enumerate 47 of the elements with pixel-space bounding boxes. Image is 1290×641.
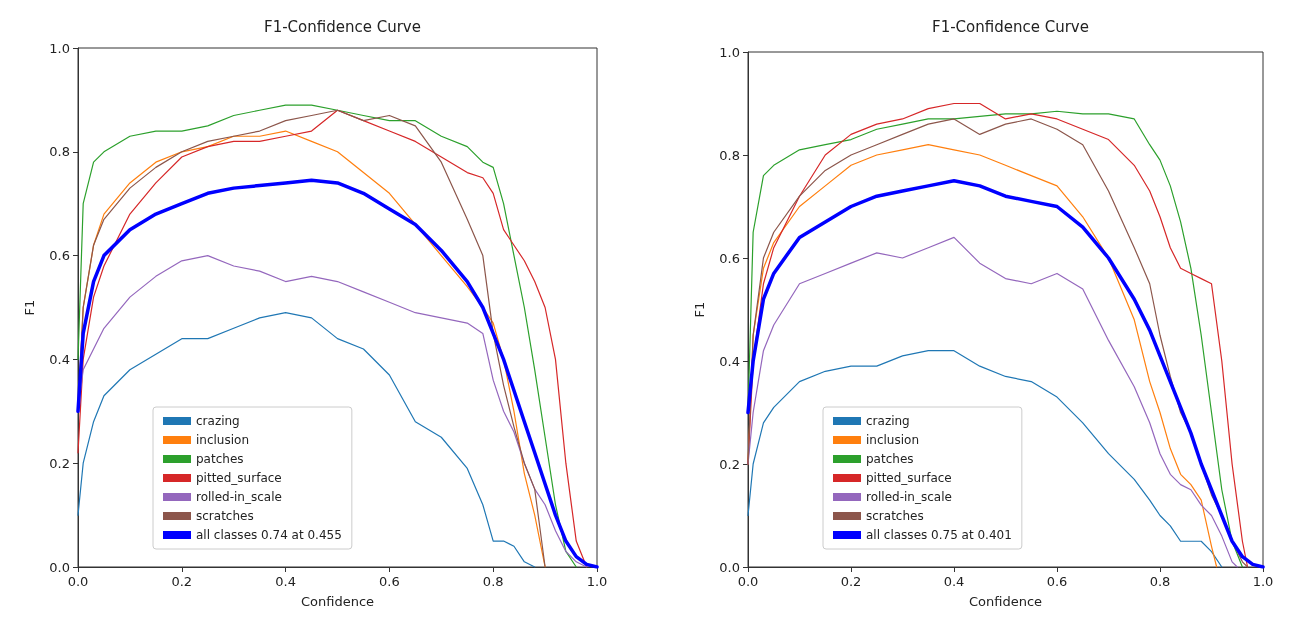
line-series <box>747 350 1223 568</box>
y-axis-title: F1 <box>22 299 37 316</box>
y-tick-label: 0.2 <box>719 456 740 472</box>
y-tick-label: 0.0 <box>719 559 740 575</box>
x-tick-label: 0.2 <box>840 574 862 589</box>
legend-label: crazing <box>196 414 240 428</box>
x-tick-label: 1.0 <box>586 574 608 589</box>
y-tick-label: 0.0 <box>49 559 70 575</box>
x-tick-label: 0.8 <box>1149 574 1171 589</box>
y-tick-label: 0.2 <box>49 455 70 471</box>
legend-label: rolled-in_scale <box>866 490 952 504</box>
legend-label: pitted_surface <box>866 471 952 485</box>
y-tick-label: 0.4 <box>719 353 740 369</box>
y-tick-label: 0.4 <box>49 351 70 367</box>
y-tick-label: 0.6 <box>49 248 70 264</box>
legend-label: pitted_surface <box>196 471 282 485</box>
chart-title: F1-Confidence Curve <box>264 17 421 36</box>
legend-label: patches <box>866 452 914 466</box>
x-tick-label: 1.0 <box>1252 574 1274 589</box>
x-tick-label: 0.4 <box>943 574 965 589</box>
legend-label: inclusion <box>196 433 250 447</box>
x-tick-label: 0.0 <box>67 574 89 589</box>
x-tick-label: 0.0 <box>737 574 759 589</box>
y-tick-label: 0.8 <box>49 144 70 160</box>
x-tick-label: 0.8 <box>482 574 504 589</box>
legend-label: crazing <box>866 414 910 428</box>
y-tick-label: 1.0 <box>49 40 70 56</box>
y-tick-label: 0.6 <box>719 250 740 266</box>
x-axis-title: Confidence <box>300 594 375 609</box>
line-series <box>747 236 1238 568</box>
legend-label: scratches <box>866 509 924 523</box>
x-axis-title: Confidence <box>968 594 1043 609</box>
y-axis-title: F1 <box>692 301 707 318</box>
x-tick-label: 0.2 <box>171 574 193 589</box>
legend-label: all classes 0.74 at 0.455 <box>196 528 342 542</box>
x-tick-label: 0.6 <box>1046 574 1068 589</box>
chart-title: F1-Confidence Curve <box>932 17 1089 36</box>
x-tick-label: 0.4 <box>275 574 296 589</box>
y-tick-label: 0.8 <box>719 147 740 163</box>
legend-label: all classes 0.75 at 0.401 <box>866 528 1012 542</box>
legend-label: patches <box>196 452 244 466</box>
line-series <box>77 312 536 568</box>
x-tick-label: 0.6 <box>379 574 400 589</box>
y-tick-label: 1.0 <box>719 44 740 60</box>
legend-label: scratches <box>196 509 254 523</box>
legend-label: rolled-in_scale <box>196 490 282 504</box>
legend-label: inclusion <box>866 433 920 447</box>
